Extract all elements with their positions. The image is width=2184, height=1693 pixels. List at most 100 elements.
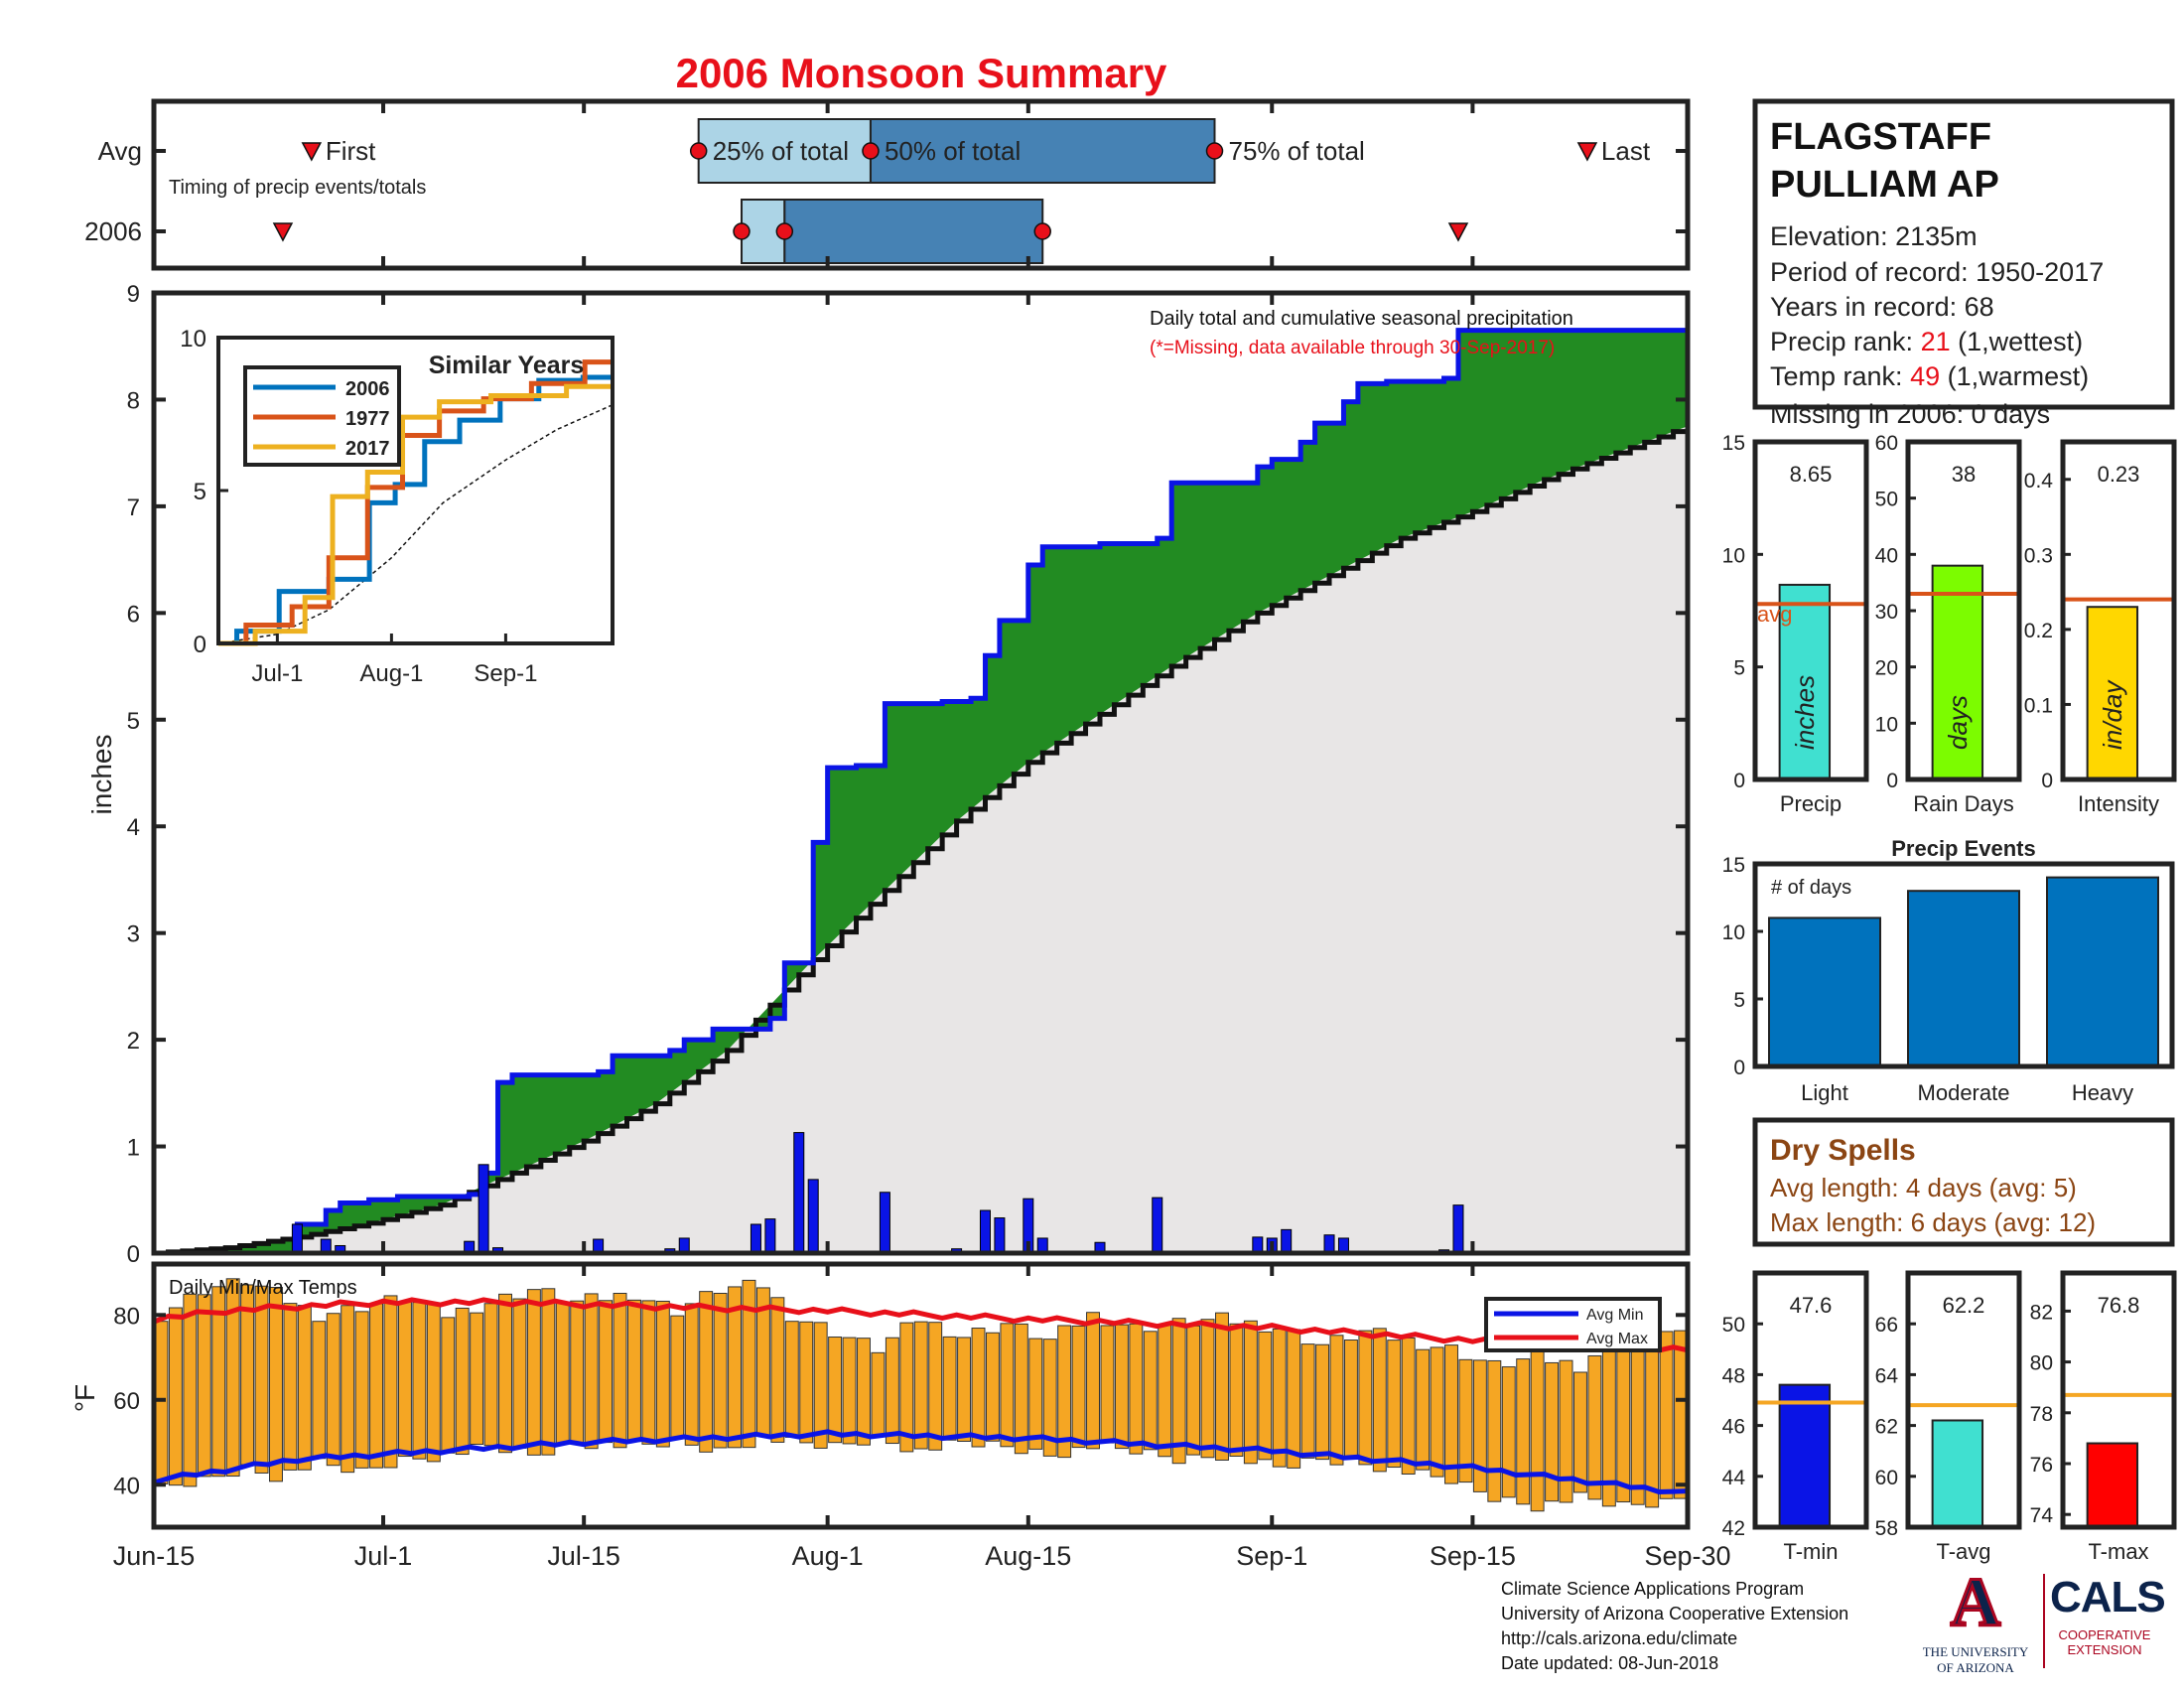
similar-years-average-line [217, 404, 614, 644]
station-precip-rank: Precip rank: 21 (1,wettest) [1770, 327, 2083, 356]
timing-avg-25-50-box [697, 118, 872, 184]
temp-bar-30 [584, 1293, 599, 1450]
temp-bar-24 [498, 1293, 512, 1454]
precip-ytick-label-0: 0 [127, 1241, 140, 1268]
temp-frame [151, 1261, 1691, 1530]
precip-stat-unit-0: inches [1790, 675, 1820, 750]
daily-precip-bar-15 [979, 1209, 991, 1254]
temp-bar-76 [1243, 1320, 1258, 1465]
temp-bar-93 [1487, 1359, 1502, 1502]
precip-stat-unit-1: days [1943, 695, 1973, 750]
timing-2006-last-marker [1447, 222, 1469, 242]
climatology-line [154, 426, 1691, 1256]
temp-bar-2 [183, 1293, 198, 1487]
precip-ytick-label-6: 6 [127, 601, 140, 628]
precip-ytick-label-5: 5 [127, 708, 140, 735]
precip-stat-ytick-label-1-4: 40 [1875, 544, 1898, 567]
chart-title: 2006 Monsoon Summary [676, 50, 1167, 96]
temp-bar-89 [1430, 1346, 1444, 1478]
temp-bar-103 [1630, 1330, 1645, 1505]
temp-bar-59 [1000, 1323, 1015, 1448]
temp-stat-ytick-label-0-0: 42 [1722, 1517, 1745, 1540]
station-elevation: Elevation: 2135m [1770, 221, 1978, 251]
daily-precip-bar-16 [994, 1217, 1006, 1254]
precip-ytick-label-3: 3 [127, 921, 140, 948]
temp-bar-19 [426, 1302, 441, 1463]
temp-bar-79 [1287, 1329, 1301, 1469]
temp-stat-value-1: 62.2 [1943, 1293, 1985, 1318]
timing-2006-p75-marker [1033, 222, 1051, 240]
timing-row-2006: 2006 [84, 216, 142, 246]
temp-bar-90 [1444, 1344, 1458, 1484]
temp-stat-ytick-label-0-2: 46 [1722, 1416, 1745, 1439]
timing-25-label: 25% of total [713, 136, 849, 166]
similar-years-line-2006 [218, 374, 613, 646]
temp-stat-label-0: T-min [1784, 1539, 1839, 1564]
precip-header: Daily total and cumulative seasonal prec… [1150, 308, 1573, 330]
precip-ylabel: inches [86, 735, 117, 815]
temp-bar-54 [928, 1322, 943, 1451]
temp-bar-70 [1158, 1324, 1172, 1458]
temp-stat-ytick-label-0-4: 50 [1722, 1314, 1745, 1337]
temp-bar-26 [526, 1289, 541, 1456]
precip-stat-value-2: 0.23 [2098, 462, 2140, 487]
daily-precip-bar-9 [750, 1223, 761, 1254]
ua-logo-line-1: THE UNIVERSITY [1922, 1644, 2029, 1659]
timing-avg-p75-marker [1205, 142, 1224, 160]
temp-stat-ytick-label-2-2: 78 [2030, 1403, 2053, 1426]
similar-years-ytick-label-5: 5 [194, 479, 206, 505]
temp-bar-73 [1200, 1319, 1215, 1459]
temp-bar-92 [1472, 1359, 1487, 1492]
station-info-frame [1752, 98, 2175, 410]
precip-stat-value-0: 8.65 [1790, 462, 1833, 487]
temp-bar-15 [369, 1303, 384, 1469]
temp-stat-frame-2 [2060, 1270, 2177, 1530]
temp-bar-9 [283, 1303, 298, 1471]
temp-bar-3 [197, 1294, 211, 1478]
temp-stat-ytick-label-1-0: 58 [1875, 1517, 1898, 1540]
precip-events-bar-0 [1768, 917, 1881, 1068]
temp-bar-91 [1458, 1358, 1473, 1483]
precip-stat-value-1: 38 [1952, 462, 1976, 487]
precip-events-category-0: Light [1801, 1080, 1848, 1105]
precip-stat-bar-0 [1778, 583, 1832, 781]
temp-bar-34 [641, 1300, 656, 1445]
temp-stat-value-0: 47.6 [1790, 1293, 1833, 1318]
temp-stat-ytick-label-2-3: 80 [2030, 1352, 2053, 1375]
legend-label-2017: 2017 [345, 438, 390, 460]
temp-bar-53 [913, 1321, 928, 1450]
temp-stat-bar-2 [2086, 1442, 2139, 1529]
temp-bar-105 [1659, 1331, 1674, 1499]
daily-precip-bar-0 [291, 1223, 303, 1254]
temp-bar-11 [312, 1321, 327, 1460]
temp-bar-44 [784, 1321, 799, 1438]
temp-bar-61 [1028, 1338, 1043, 1450]
temp-bar-102 [1616, 1337, 1631, 1503]
timing-2006-p50-marker [775, 222, 794, 240]
precip-stat-ytick-label-0-2: 10 [1722, 544, 1745, 567]
temp-bar-36 [670, 1315, 685, 1439]
temp-bar-37 [684, 1303, 699, 1446]
temp-ylabel: °F [69, 1384, 100, 1412]
credits-line-2: University of Arizona Cooperative Extens… [1501, 1604, 1849, 1623]
temp-bar-80 [1300, 1343, 1315, 1459]
temp-bar-100 [1587, 1354, 1602, 1500]
temp-bar-82 [1329, 1335, 1344, 1466]
temp-bar-7 [254, 1285, 269, 1474]
temp-stat-frame-1 [1905, 1270, 2022, 1530]
dry-spells-title: Dry Spells [1770, 1134, 1916, 1167]
precip-ytick-label-1: 1 [127, 1135, 140, 1162]
timing-first-label: First [326, 136, 376, 166]
temp-bar-5 [225, 1278, 240, 1478]
timing-caption: Timing of precip events/totals [169, 177, 426, 199]
logo-divider [2043, 1574, 2045, 1668]
temp-bar-72 [1186, 1325, 1201, 1456]
legend-avg-max-label: Avg Max [1586, 1331, 1648, 1347]
precip-stat-ytick-label-2-4: 0.4 [2024, 470, 2054, 493]
xtick-label-0: Jun-15 [113, 1541, 196, 1571]
precip-events-bar-2 [2046, 876, 2159, 1067]
timing-frame [151, 98, 1691, 271]
temp-stat-ytick-label-1-4: 66 [1875, 1314, 1898, 1337]
temp-bar-78 [1272, 1328, 1287, 1468]
station-period: Period of record: 1950-2017 [1770, 257, 2104, 287]
